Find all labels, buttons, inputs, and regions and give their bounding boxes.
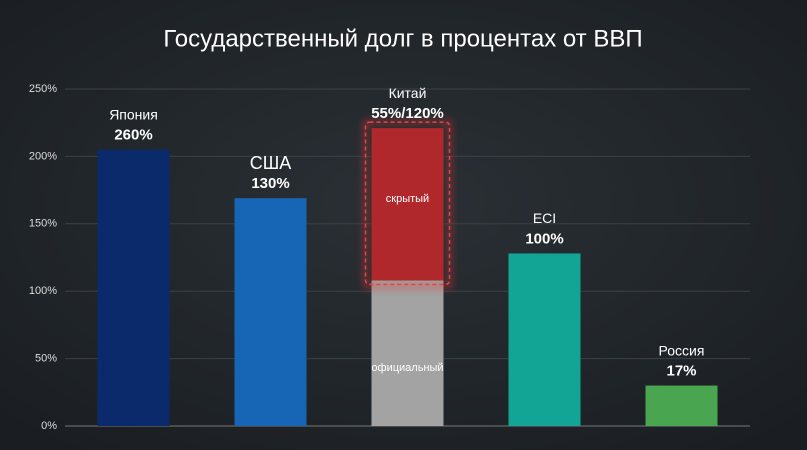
bar-note: 17% <box>666 363 696 380</box>
bar-note: 260% <box>114 127 152 144</box>
y-tick-label: 50% <box>35 353 57 365</box>
chart-title: Государственный долг в процентах от ВВП <box>163 25 642 52</box>
y-tick-label: 200% <box>29 150 57 162</box>
bar <box>97 149 170 426</box>
y-tick-label: 150% <box>29 218 57 230</box>
x-label: Китай <box>389 85 427 101</box>
x-label: Россия <box>659 342 705 358</box>
bar-note: 100% <box>525 230 563 247</box>
bar <box>645 385 718 426</box>
segment-label: официальный <box>371 362 443 374</box>
bar <box>234 198 307 426</box>
y-tick-label: 250% <box>29 83 57 95</box>
x-label: Япония <box>109 106 158 122</box>
x-label: США <box>250 153 292 173</box>
bar <box>371 128 444 281</box>
x-label: ECI <box>533 210 556 226</box>
y-tick-label: 0% <box>41 420 57 432</box>
y-tick-label: 100% <box>29 285 57 297</box>
bar <box>371 280 444 426</box>
segment-outline <box>364 121 451 286</box>
segment-label: скрытый <box>386 193 429 205</box>
bar-note: 55%/120% <box>371 105 444 122</box>
bar-note: 130% <box>251 175 289 192</box>
bar <box>508 253 581 426</box>
